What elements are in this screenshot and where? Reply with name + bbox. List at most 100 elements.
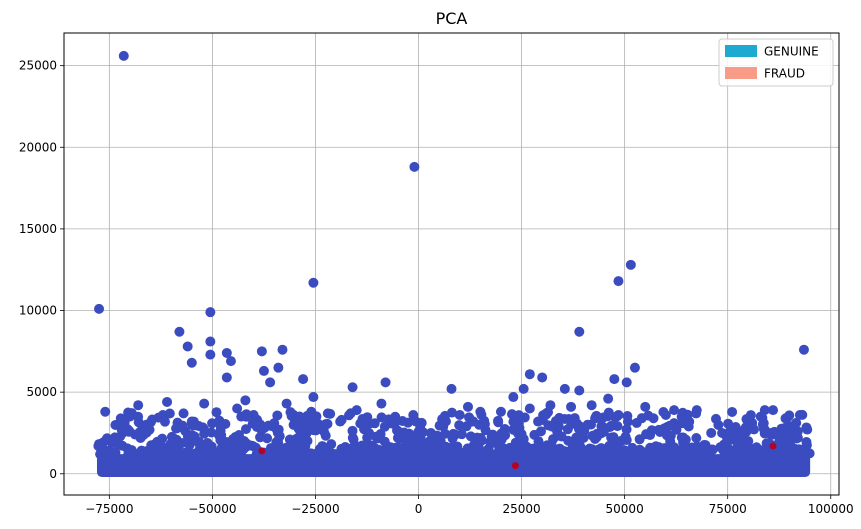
genuine-point	[94, 303, 105, 314]
genuine-point	[272, 440, 283, 451]
genuine-point	[232, 403, 243, 414]
genuine-point	[341, 449, 352, 460]
genuine-point	[801, 436, 812, 447]
genuine-point	[682, 409, 693, 420]
genuine-point	[224, 448, 235, 459]
genuine-point	[513, 410, 524, 421]
genuine-point	[606, 432, 617, 443]
y-tick-label: 10000	[19, 304, 57, 318]
genuine-point	[669, 405, 680, 416]
genuine-point	[731, 424, 742, 435]
genuine-point	[798, 344, 809, 355]
genuine-point	[373, 444, 384, 455]
x-tick-label: 25000	[502, 502, 540, 516]
y-tick-label: 15000	[19, 222, 57, 236]
genuine-point	[172, 417, 183, 428]
genuine-point	[607, 449, 618, 460]
plot-frame	[63, 32, 840, 496]
genuine-point	[262, 433, 273, 444]
genuine-point	[765, 449, 776, 460]
genuine-point	[658, 448, 669, 459]
genuine-point	[454, 410, 465, 421]
genuine-point	[495, 406, 506, 417]
genuine-point	[759, 424, 770, 435]
genuine-point	[430, 446, 441, 457]
genuine-point	[240, 424, 251, 435]
genuine-point	[281, 398, 292, 409]
genuine-point	[715, 442, 726, 453]
genuine-point	[105, 446, 116, 457]
y-tick-label: 0	[49, 467, 57, 481]
genuine-point	[133, 400, 144, 411]
genuine-point	[289, 414, 300, 425]
genuine-point	[347, 382, 358, 393]
genuine-point	[559, 383, 570, 394]
genuine-point	[777, 448, 788, 459]
genuine-point	[749, 446, 760, 457]
genuine-point	[727, 406, 738, 417]
genuine-point	[634, 434, 645, 445]
genuine-point	[733, 439, 744, 450]
y-tick-label: 20000	[19, 140, 57, 154]
genuine-point	[603, 393, 614, 404]
genuine-point	[135, 426, 146, 437]
genuine-point	[493, 415, 504, 426]
genuine-point	[743, 436, 754, 447]
genuine-point	[298, 374, 309, 385]
genuine-point	[330, 449, 341, 460]
genuine-point	[236, 411, 247, 422]
genuine-point	[124, 411, 135, 422]
genuine-point	[700, 443, 711, 454]
genuine-point	[186, 416, 197, 427]
genuine-point	[533, 416, 544, 427]
genuine-point	[438, 421, 449, 432]
genuine-point	[184, 448, 195, 459]
genuine-point	[308, 392, 319, 403]
genuine-point	[318, 423, 329, 434]
genuine-point	[604, 422, 615, 433]
genuine-point	[202, 443, 213, 454]
genuine-point	[144, 448, 155, 459]
genuine-point	[251, 421, 262, 432]
genuine-point	[710, 413, 721, 424]
genuine-point	[524, 403, 535, 414]
genuine-point	[640, 401, 651, 412]
x-tick-label: 0	[415, 502, 423, 516]
genuine-point	[554, 412, 565, 423]
genuine-point	[379, 421, 390, 432]
genuine-point	[591, 429, 602, 440]
genuine-point	[95, 449, 106, 460]
genuine-point	[232, 432, 243, 443]
genuine-point	[186, 357, 197, 368]
genuine-point	[232, 446, 243, 457]
genuine-dense-band	[93, 406, 815, 478]
genuine-point	[364, 444, 375, 455]
genuine-point	[541, 441, 552, 452]
genuine-point	[706, 427, 717, 438]
genuine-point	[594, 413, 605, 424]
genuine-point	[207, 418, 218, 429]
genuine-point	[240, 395, 251, 406]
genuine-point	[326, 439, 337, 450]
genuine-point	[462, 401, 473, 412]
genuine-point	[369, 418, 380, 429]
x-tick-label: 100000	[808, 502, 854, 516]
genuine-point	[566, 401, 577, 412]
genuine-point	[513, 428, 524, 439]
genuine-point	[756, 446, 767, 457]
genuine-point	[392, 432, 403, 443]
genuine-point	[295, 428, 306, 439]
genuine-point	[123, 449, 134, 460]
genuine-point	[621, 435, 632, 446]
genuine-point	[487, 437, 498, 448]
genuine-point	[362, 412, 373, 423]
genuine-point	[648, 413, 659, 424]
genuine-point	[768, 405, 779, 416]
genuine-point	[545, 400, 556, 411]
genuine-point	[205, 307, 216, 318]
genuine-point	[211, 407, 222, 418]
fraud-point	[769, 442, 777, 450]
genuine-point	[625, 259, 636, 270]
genuine-point	[174, 326, 185, 337]
genuine-point	[312, 448, 323, 459]
